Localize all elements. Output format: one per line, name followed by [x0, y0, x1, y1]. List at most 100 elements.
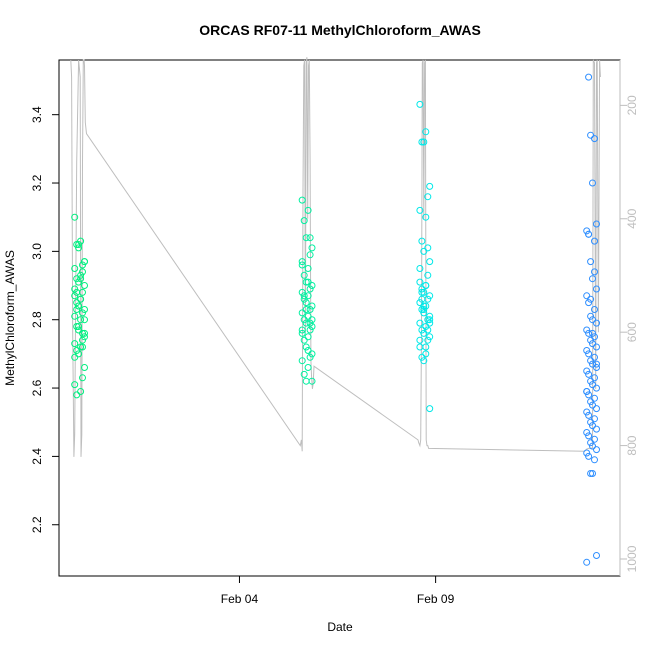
data-point [77, 271, 85, 279]
data-point [583, 367, 591, 375]
data-point [77, 237, 85, 245]
altitude-line [70, 57, 601, 457]
data-point [71, 381, 79, 389]
data-point [308, 323, 316, 330]
data-point [416, 319, 424, 327]
data-point [593, 364, 600, 371]
data-point [308, 244, 316, 252]
data-point [302, 306, 310, 313]
data-point [79, 343, 86, 351]
data-point [302, 377, 310, 385]
data-point [426, 316, 434, 324]
data-point [306, 234, 314, 242]
data-point [418, 138, 426, 146]
data-point [589, 442, 596, 450]
data-point [81, 306, 88, 313]
data-point [304, 364, 312, 371]
data-point [422, 213, 430, 221]
data-point [589, 401, 596, 409]
y-tick-label: 3.4 [30, 106, 44, 123]
data-point [308, 302, 316, 310]
data-point [424, 336, 432, 344]
data-point [306, 285, 314, 293]
data-point [298, 357, 306, 365]
data-point [593, 285, 600, 293]
data-point [424, 193, 432, 201]
data-point [593, 425, 600, 433]
data-point [583, 429, 591, 436]
data-point [587, 336, 595, 344]
y2-tick-label: 400 [625, 208, 639, 228]
data-point [422, 343, 430, 351]
data-point [308, 316, 316, 324]
data-point [304, 278, 312, 286]
data-point [422, 350, 430, 358]
data-point [306, 319, 314, 327]
data-point [587, 439, 595, 447]
data-point [589, 316, 596, 324]
data-point [77, 275, 85, 283]
data-point [420, 329, 428, 337]
data-point [302, 299, 310, 307]
data-point [302, 319, 310, 327]
data-point [585, 299, 593, 307]
data-point [591, 306, 598, 313]
data-point [81, 316, 88, 324]
data-point [583, 227, 591, 235]
data-point [71, 285, 79, 293]
data-point [591, 435, 598, 443]
data-point [416, 299, 424, 307]
data-point [424, 316, 432, 324]
data-point [75, 326, 83, 334]
data-point [300, 336, 308, 344]
data-point [589, 340, 596, 348]
y-tick-label: 2.4 [30, 448, 44, 465]
data-point [306, 306, 314, 313]
data-point [426, 333, 434, 341]
y2-tick-label: 200 [625, 95, 639, 115]
data-point [300, 271, 308, 279]
chart-title: ORCAS RF07-11 MethylChloroform_AWAS [199, 22, 481, 38]
data-point [422, 282, 430, 289]
data-point [300, 292, 308, 300]
data-point [73, 306, 81, 313]
data-point [298, 196, 306, 204]
data-point [587, 258, 595, 266]
data-point [589, 275, 596, 283]
data-point [298, 309, 306, 317]
data-point [585, 230, 593, 238]
data-point [308, 350, 316, 358]
data-point [81, 282, 88, 289]
data-point [591, 394, 598, 402]
data-point [585, 370, 593, 378]
altitude-layer [70, 57, 601, 457]
plot-frame [58, 59, 621, 577]
data-point [583, 292, 591, 300]
data-point [422, 323, 430, 330]
data-point [75, 302, 83, 310]
data-point [587, 357, 595, 365]
data-point [593, 384, 600, 392]
data-point [593, 405, 600, 413]
data-point [73, 241, 81, 248]
data-point [300, 217, 308, 225]
data-point [589, 329, 596, 337]
data-point [420, 247, 428, 255]
data-point [302, 234, 310, 242]
data-point [71, 265, 79, 272]
data-point [306, 326, 314, 334]
data-point [75, 244, 83, 252]
data-point [583, 408, 591, 416]
data-point [77, 388, 85, 395]
data-point [416, 343, 424, 351]
data-point [585, 452, 593, 460]
data-point [304, 206, 312, 214]
data-point [585, 350, 593, 358]
y-tick-label: 3.2 [30, 174, 44, 191]
data-point [426, 182, 434, 190]
data-point [71, 340, 79, 348]
data-point [75, 350, 83, 358]
data-point [593, 343, 600, 351]
data-point [75, 241, 83, 248]
